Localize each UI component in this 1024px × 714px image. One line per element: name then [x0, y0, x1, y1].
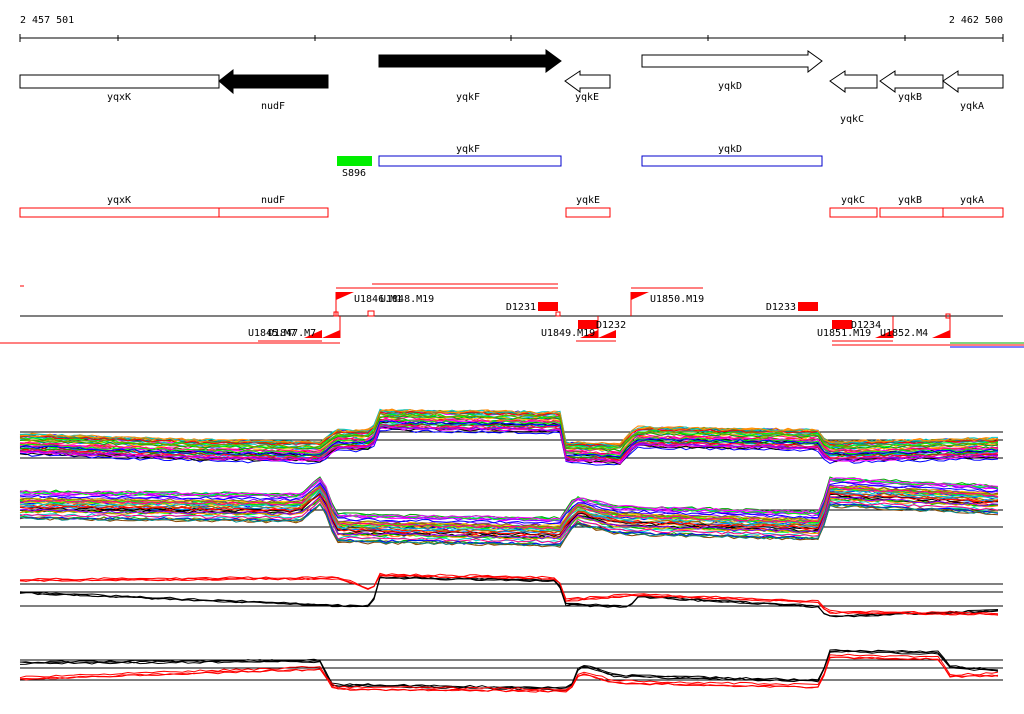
expression-profiles-panel-2 — [19, 476, 1003, 548]
promoter-label: U1846.M1 — [354, 294, 402, 305]
feature-yqkA-red[interactable]: yqkA — [942, 195, 1004, 218]
terminator-D1232[interactable]: D1232 — [578, 320, 626, 338]
coordinate-ruler: 2 457 501 2 462 500 — [19, 15, 1004, 42]
ruler-start-label: 2 457 501 — [20, 15, 74, 26]
gene-label: yqkB — [898, 92, 922, 103]
gene-label: nudF — [261, 101, 285, 112]
feature-label: yqkC — [841, 195, 865, 206]
gene-label: yqkF — [456, 92, 480, 103]
expression-profiles-panel-3 — [19, 572, 1003, 618]
gene-label: yqkA — [960, 101, 984, 112]
promoter-label: D1847.M7 — [268, 328, 316, 339]
feature-yqxK-red[interactable]: yqxK — [19, 195, 220, 218]
terminator-D1847[interactable]: D1847.M7 — [268, 328, 322, 339]
expression-profiles-panel-4 — [19, 649, 1003, 693]
gene-label: yqkC — [840, 114, 864, 125]
promoter-U1848[interactable]: U1848.M19 — [380, 294, 434, 305]
terminator-D1231[interactable]: D1231 — [506, 302, 558, 313]
feature-label: S896 — [342, 168, 366, 179]
gene-yqkE[interactable]: yqkE — [564, 70, 611, 103]
terminator-label: D1233 — [766, 302, 796, 313]
promoter-U1851[interactable]: U1851.M19 — [817, 316, 894, 339]
gene-yqkF[interactable]: yqkF — [378, 49, 562, 103]
feature-nudF-red[interactable]: nudF — [218, 195, 329, 218]
gene-label: yqkE — [575, 92, 599, 103]
promoter-label: U1850.M19 — [650, 294, 704, 305]
terminator-D1233[interactable]: D1233 — [766, 302, 818, 313]
promoter-label: U1851.M19 — [817, 328, 871, 339]
promoter-U1846[interactable]: U1846.M1 — [335, 292, 402, 316]
terminator-label: D1234 — [851, 320, 881, 331]
terminator-label: D1232 — [596, 320, 626, 331]
gene-label: yqxK — [107, 92, 131, 103]
gene-yqxK[interactable]: yqxK — [19, 74, 220, 103]
promoter-label: U1845.M7 — [248, 328, 296, 339]
gene-track: yqxK nudF yqkF yqkE yqkD yqkC yq — [19, 49, 1004, 125]
feature-yqkB-red[interactable]: yqkB — [879, 195, 944, 218]
terminator-label: D1231 — [506, 302, 536, 313]
feature-S896[interactable]: S896 — [337, 156, 372, 179]
feature-yqkC-red[interactable]: yqkC — [829, 195, 878, 218]
feature-track-red: yqxK nudF yqkE yqkC yqkB yqkA — [19, 195, 1004, 218]
feature-label: yqkE — [576, 195, 600, 206]
promoter-label: U1848.M19 — [380, 294, 434, 305]
feature-track-blue: S896 yqkF yqkD — [337, 144, 823, 179]
gene-yqkD[interactable]: yqkD — [641, 50, 823, 92]
feature-yqkE-red[interactable]: yqkE — [565, 195, 611, 218]
feature-yqkD-blue[interactable]: yqkD — [641, 144, 823, 167]
promoter-U1850[interactable]: U1850.M19 — [630, 292, 704, 316]
promoter-label: U1852.M4 — [880, 328, 928, 339]
expression-profiles-panel-1 — [19, 408, 1003, 466]
feature-label: yqkF — [456, 144, 480, 155]
feature-yqkF-blue[interactable]: yqkF — [378, 144, 562, 167]
promoter-U1852[interactable]: U1852.M4 — [880, 316, 951, 339]
feature-label: nudF — [261, 195, 285, 206]
gene-nudF[interactable]: nudF — [218, 68, 329, 112]
gene-label: yqkD — [718, 81, 742, 92]
gene-yqkC[interactable]: yqkC — [829, 70, 878, 125]
feature-label: yqkD — [718, 144, 742, 155]
terminator-D1234[interactable]: D1234 — [832, 320, 881, 331]
gene-yqkB[interactable]: yqkB — [879, 70, 944, 103]
ruler-end-label: 2 462 500 — [949, 15, 1003, 26]
promoter-U1845[interactable]: U1845.M7 — [248, 316, 341, 339]
feature-label: yqxK — [107, 195, 131, 206]
promoter-label: U1849.M19 — [541, 328, 595, 339]
feature-label: yqkB — [898, 195, 922, 206]
transcript-track: U1846.M1 U1848.M19 D1231 U1850.M19 D1233… — [0, 283, 1024, 348]
feature-label: yqkA — [960, 195, 984, 206]
gene-yqkA[interactable]: yqkA — [942, 70, 1004, 112]
